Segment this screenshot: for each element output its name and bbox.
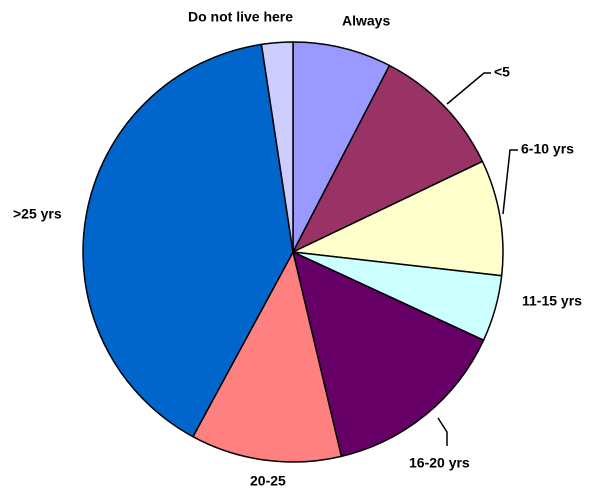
slice-label: Always bbox=[342, 13, 390, 29]
leader-line bbox=[437, 417, 448, 446]
slice-label: 6-10 yrs bbox=[521, 141, 574, 157]
pie-slice bbox=[290, 160, 504, 277]
pie-slice bbox=[292, 41, 391, 253]
leader-line bbox=[446, 72, 491, 105]
pie-slice bbox=[82, 43, 294, 438]
leader-line bbox=[502, 149, 518, 215]
pie-slice bbox=[291, 64, 484, 254]
pie-slice bbox=[191, 249, 343, 463]
slice-label: >25 yrs bbox=[13, 206, 62, 222]
pie-slice bbox=[260, 41, 294, 253]
slice-label: 16-20 yrs bbox=[409, 455, 470, 471]
slice-label: Do not live here bbox=[188, 9, 293, 25]
slice-label: 20-25 bbox=[250, 473, 286, 489]
slice-label: <5 bbox=[494, 64, 510, 80]
pie-slice bbox=[291, 250, 485, 458]
slice-label: 11-15 yrs bbox=[522, 293, 582, 309]
leader-lines bbox=[437, 72, 518, 446]
